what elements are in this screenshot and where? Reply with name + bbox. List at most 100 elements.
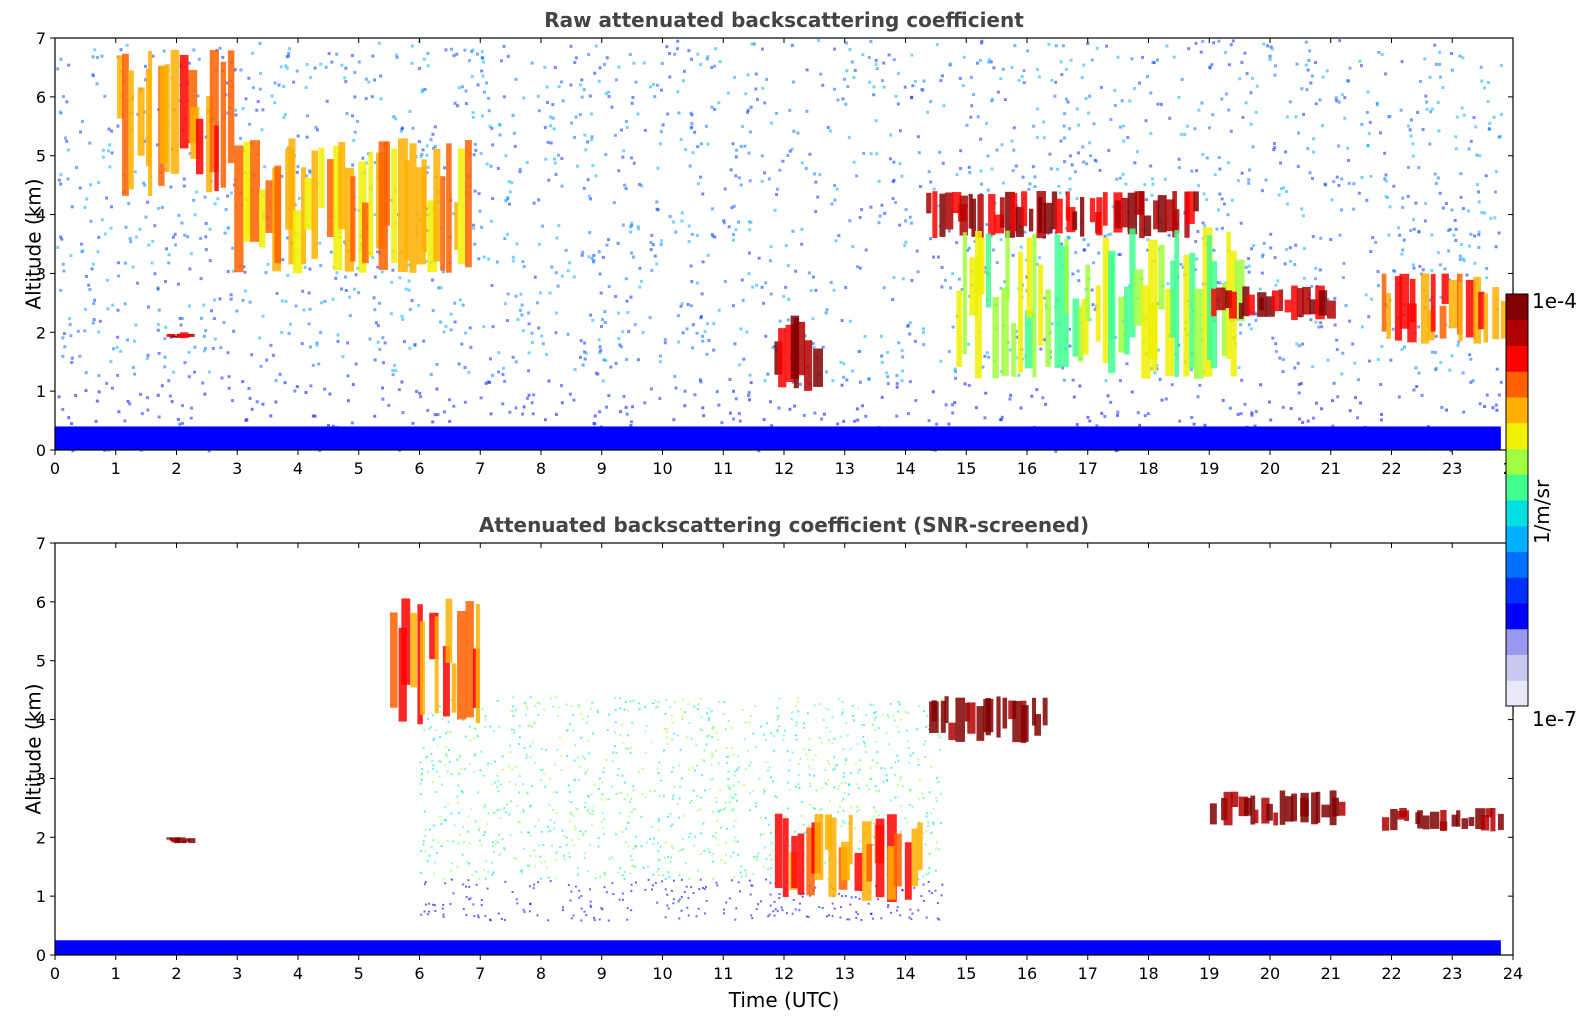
colorbar-swatch <box>1506 422 1528 449</box>
noise-speck <box>623 877 626 880</box>
noise-speck <box>894 201 898 205</box>
noise-speck <box>461 853 464 856</box>
noise-speck <box>1318 268 1322 272</box>
noise-speck <box>1109 400 1113 404</box>
noise-speck <box>922 710 925 713</box>
cloud-mark <box>1242 286 1250 317</box>
noise-speck <box>583 910 586 913</box>
noise-speck <box>469 345 473 349</box>
noise-speck <box>676 734 679 737</box>
noise-speck <box>574 885 577 888</box>
noise-speck <box>935 847 938 850</box>
noise-speck <box>698 888 701 891</box>
cloud-mark <box>454 202 459 250</box>
noise-speck <box>757 449 761 453</box>
cloud-mark <box>433 148 441 262</box>
cloud-mark <box>797 833 805 895</box>
noise-speck <box>661 880 664 883</box>
noise-speck <box>153 224 157 228</box>
noise-speck <box>1070 163 1074 167</box>
noise-speck <box>420 88 424 92</box>
noise-speck <box>508 190 512 194</box>
noise-speck <box>575 807 578 810</box>
noise-speck <box>487 812 490 815</box>
noise-speck <box>1017 78 1021 82</box>
noise-speck <box>1151 182 1155 186</box>
noise-speck <box>885 873 888 876</box>
noise-speck <box>150 261 154 265</box>
noise-speck <box>831 379 835 383</box>
noise-speck <box>624 747 627 750</box>
noise-speck <box>486 887 489 890</box>
noise-speck <box>354 362 358 366</box>
noise-speck <box>641 767 644 770</box>
noise-speck <box>576 756 579 759</box>
noise-speck <box>440 823 443 826</box>
noise-speck <box>59 288 63 292</box>
noise-speck <box>844 102 848 106</box>
noise-speck <box>702 886 705 889</box>
noise-speck <box>755 859 758 862</box>
noise-speck <box>563 835 566 838</box>
cloud-mark <box>1439 305 1447 339</box>
cloud-mark <box>1244 797 1252 816</box>
noise-speck <box>1319 321 1323 325</box>
noise-speck <box>795 738 798 741</box>
noise-speck <box>1177 166 1181 170</box>
cloud-mark <box>167 334 176 337</box>
cloud-mark <box>1309 299 1319 315</box>
noise-speck <box>717 843 720 846</box>
noise-speck <box>833 87 837 91</box>
noise-speck <box>824 311 828 315</box>
noise-speck <box>708 788 711 791</box>
noise-speck <box>803 334 807 338</box>
noise-speck <box>733 774 736 777</box>
virga-mark <box>1001 288 1009 376</box>
noise-speck <box>493 811 496 814</box>
noise-speck <box>630 747 633 750</box>
noise-speck <box>59 173 63 177</box>
noise-speck <box>146 353 150 357</box>
noise-speck <box>460 790 463 793</box>
noise-speck <box>1297 382 1301 386</box>
noise-speck <box>511 113 515 117</box>
noise-speck <box>1281 370 1285 374</box>
noise-speck <box>872 822 875 825</box>
noise-speck <box>1393 269 1397 273</box>
noise-speck <box>203 392 207 396</box>
noise-speck <box>442 915 445 918</box>
noise-speck <box>847 136 851 140</box>
noise-speck <box>557 85 561 89</box>
noise-speck <box>469 897 472 900</box>
cloud-mark <box>318 147 325 208</box>
noise-speck <box>1167 233 1171 237</box>
noise-speck <box>1145 75 1149 79</box>
noise-speck <box>1300 87 1304 91</box>
noise-speck <box>756 903 759 906</box>
noise-speck <box>932 823 935 826</box>
noise-speck <box>620 128 624 132</box>
noise-speck <box>886 375 890 379</box>
noise-speck <box>1300 207 1304 211</box>
noise-speck <box>1116 55 1120 59</box>
noise-speck <box>532 887 535 890</box>
noise-speck <box>690 886 693 889</box>
noise-speck <box>556 791 559 794</box>
noise-speck <box>581 250 585 254</box>
noise-speck <box>732 204 736 208</box>
noise-speck <box>579 355 583 359</box>
noise-speck <box>1423 57 1427 61</box>
x-tick-label: 18 <box>1138 459 1158 478</box>
noise-speck <box>701 260 705 264</box>
noise-speck <box>569 44 573 48</box>
noise-speck <box>1473 234 1477 238</box>
noise-speck <box>1143 183 1147 187</box>
noise-speck <box>1076 151 1080 155</box>
noise-speck <box>1240 171 1244 175</box>
noise-speck <box>1164 397 1168 401</box>
noise-speck <box>673 52 677 56</box>
noise-speck <box>323 387 327 391</box>
colorbar-swatch <box>1506 397 1528 424</box>
noise-speck <box>525 160 529 164</box>
noise-speck <box>801 895 804 898</box>
